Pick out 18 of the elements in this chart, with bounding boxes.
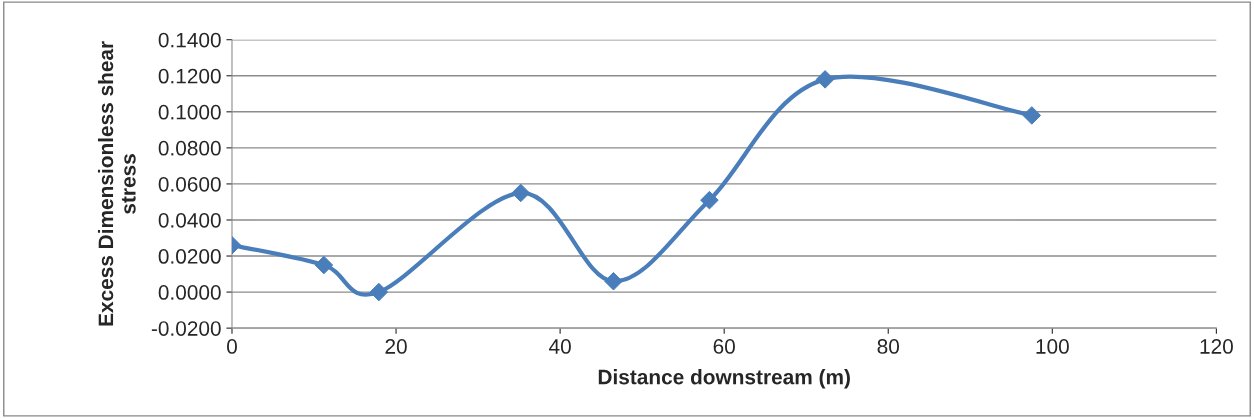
y-tick-label: 0.0000 (158, 285, 221, 300)
x-tick-label: 60 (713, 339, 735, 354)
x-tick-label: 20 (385, 339, 407, 354)
x-tick-label: 120 (1200, 339, 1233, 354)
y-tick-label: -0.0200 (151, 321, 221, 336)
y-axis-title: Excess Dimensionless shear stress (97, 41, 136, 326)
y-tick-label: 0.1200 (158, 68, 221, 84)
y-tick-label: 0.0600 (158, 176, 221, 192)
x-tick-label: 40 (549, 339, 571, 354)
y-tick-label: 0.1000 (158, 104, 221, 120)
x-tick-label: 100 (1036, 339, 1069, 354)
y-tick-label: 0.0800 (158, 140, 221, 156)
y-tick-label: 0.1400 (158, 32, 221, 48)
y-tick-label: 0.0200 (158, 249, 221, 264)
x-tick-label: 80 (877, 339, 900, 354)
x-tick-label: 0 (227, 339, 237, 354)
y-tick-label: 0.0400 (158, 212, 221, 228)
x-axis-title: Distance downstream (m) (598, 369, 850, 389)
